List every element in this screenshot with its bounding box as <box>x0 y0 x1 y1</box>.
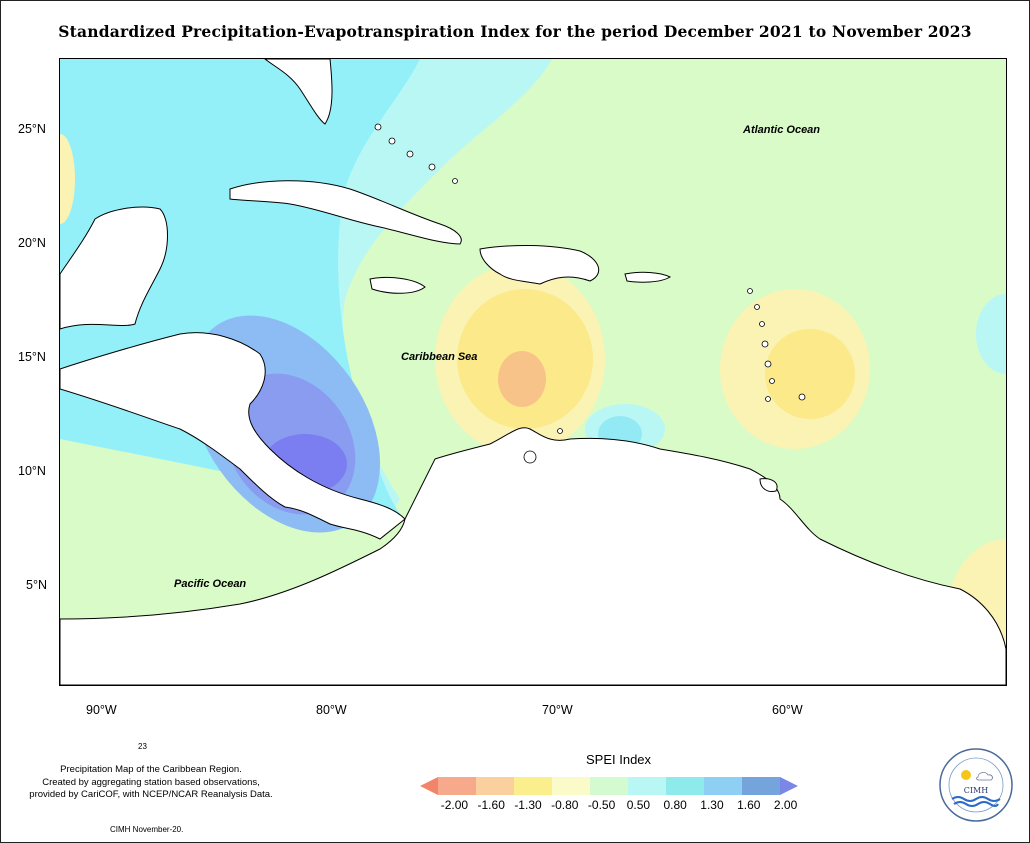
legend-swatch <box>742 777 781 795</box>
legend-swatch <box>780 777 798 795</box>
land-florida <box>264 59 333 125</box>
legend-swatch <box>590 777 629 795</box>
island-dot <box>765 396 771 402</box>
land-central-america <box>60 332 406 540</box>
legend-tick-labels: -2.00 -1.60 -1.30 -0.80 -0.50 0.50 0.80 1.30 1.6… <box>436 798 804 812</box>
note-line-3: provided by CariCOF, with NCEP/NCAR Rean… <box>29 789 273 800</box>
lon-tick-60w: 60°W <box>772 703 803 717</box>
spei-zone-yellow-antilles <box>765 329 855 419</box>
land-hispaniola <box>479 244 600 285</box>
spei-zone-orange-caribbean <box>498 351 546 407</box>
legend-swatch <box>704 777 743 795</box>
island-dot <box>798 393 806 401</box>
land-jamaica <box>369 276 426 294</box>
wave-icon <box>953 801 999 807</box>
land-cuba <box>229 180 462 245</box>
legend-swatch <box>514 777 553 795</box>
legend-tick: -1.60 <box>477 798 505 812</box>
legend-tick: -0.80 <box>551 798 579 812</box>
spei-map-canvas <box>60 59 1006 685</box>
credit-line: CIMH November-20. <box>110 825 184 834</box>
small-islands <box>374 123 806 464</box>
logo-acronym: CIMH <box>964 786 988 795</box>
lat-tick-15n: 15°N <box>18 350 46 364</box>
island-dot <box>388 137 396 145</box>
legend-tick: 1.30 <box>700 798 724 812</box>
legend-tick: 0.50 <box>626 798 651 812</box>
logo-inner-ring <box>948 757 1004 813</box>
label-pacific-ocean: Pacific Ocean <box>174 578 247 590</box>
map-notes: Precipitation Map of the Caribbean Regio… <box>10 764 292 802</box>
legend-swatch <box>628 777 667 795</box>
legend-colorbar <box>420 777 798 795</box>
lat-tick-5n: 5°N <box>26 578 47 592</box>
legend-tick: -2.00 <box>440 798 469 812</box>
island-dot <box>759 321 765 327</box>
island-dot <box>754 304 760 310</box>
lat-tick-25n: 25°N <box>18 122 46 136</box>
island-dot <box>406 150 414 158</box>
label-caribbean-sea: Caribbean Sea <box>401 351 478 363</box>
land-puerto-rico <box>624 271 672 283</box>
wave-icon <box>951 796 1001 802</box>
lon-tick-70w: 70°W <box>542 703 573 717</box>
island-dot <box>747 288 753 294</box>
page-number: 23 <box>138 742 147 751</box>
legend-title: SPEI Index <box>586 752 652 767</box>
lon-tick-80w: 80°W <box>316 703 347 717</box>
map-title: Standardized Precipitation-Evapotranspir… <box>58 22 972 41</box>
island-dot <box>374 123 382 131</box>
land-trinidad <box>759 478 778 492</box>
legend-swatch <box>438 777 477 795</box>
sun-icon <box>961 770 971 780</box>
legend-tick: -0.50 <box>587 798 616 812</box>
lat-tick-20n: 20°N <box>18 236 46 250</box>
legend-swatch <box>666 777 705 795</box>
legend-swatch <box>420 777 438 795</box>
legend-tick: 2.00 <box>773 798 798 812</box>
legend-tick: 0.80 <box>663 798 687 812</box>
lon-tick-90w: 90°W <box>86 703 117 717</box>
island-dot <box>769 378 775 384</box>
land-masses <box>60 59 1006 685</box>
land-yucatan <box>60 206 168 330</box>
note-line-1: Precipitation Map of the Caribbean Regio… <box>60 764 242 775</box>
cimh-logo: CIMH <box>939 748 1013 822</box>
label-atlantic-ocean: Atlantic Ocean <box>743 124 821 136</box>
island-dot <box>761 340 769 348</box>
spei-zone-cyan-east <box>976 294 1006 374</box>
spei-map <box>59 58 1007 686</box>
cloud-icon <box>976 772 993 781</box>
spei-zone-pale-yellow-west <box>60 134 75 224</box>
legend-swatch <box>552 777 591 795</box>
note-line-2: Created by aggregating station based obs… <box>42 776 260 788</box>
legend-swatch <box>476 777 515 795</box>
island-dot <box>452 178 458 184</box>
island-dot <box>523 450 537 464</box>
island-dot <box>428 163 436 171</box>
legend-tick: -1.30 <box>514 798 542 812</box>
lat-tick-10n: 10°N <box>18 464 46 478</box>
island-dot <box>764 360 772 368</box>
legend-swatches <box>420 777 798 795</box>
land-south-america <box>60 427 1006 685</box>
legend-tick: 1.60 <box>737 798 761 812</box>
island-dot <box>557 428 563 434</box>
